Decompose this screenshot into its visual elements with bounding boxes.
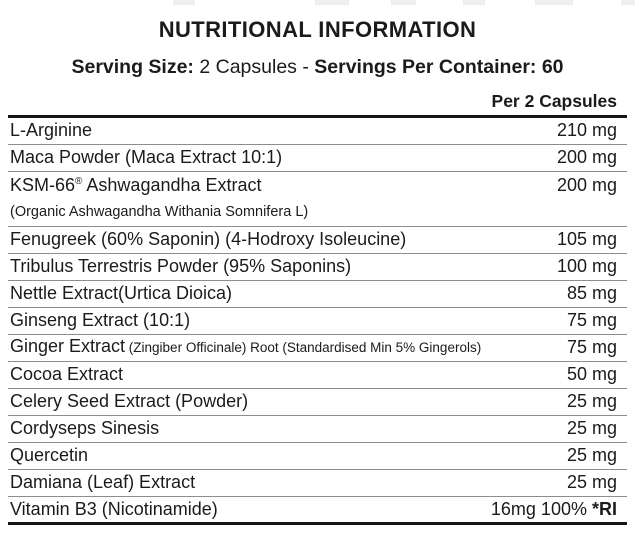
ingredient-amount: 25 mg xyxy=(566,472,617,492)
table-row: Celery Seed Extract (Powder) 25 mg xyxy=(8,389,627,416)
ingredient-name: Ginseng Extract (10:1) xyxy=(10,310,191,330)
top-edge-artifact xyxy=(391,0,416,5)
ingredient-amount: 200 mg xyxy=(556,175,617,195)
ingredient-amount: 16mg 100% *RI xyxy=(483,498,617,521)
ingredient-name-main: KSM-66 xyxy=(10,175,76,195)
table-row: Damiana (Leaf) Extract 25 mg xyxy=(8,470,627,497)
serving-info: Serving Size: 2 Capsules - Servings Per … xyxy=(0,56,635,79)
top-edge-artifact xyxy=(621,0,635,5)
ingredient-amount-value: 16mg 100% xyxy=(490,499,592,519)
registered-trademark-symbol: ® xyxy=(75,176,83,187)
ingredient-name: Cocoa Extract xyxy=(10,364,124,384)
reference-intake-marker: *RI xyxy=(591,499,617,519)
ingredient-name: KSM-66® Ashwagandha Extract xyxy=(10,173,549,198)
table-row: Tribulus Terrestris Powder (95% Saponins… xyxy=(8,254,627,281)
table-row: Ginger Extract (Zingiber Officinale) Roo… xyxy=(8,335,627,362)
top-edge-artifact xyxy=(463,0,485,5)
table-row: Maca Powder (Maca Extract 10:1) 200 mg xyxy=(8,145,627,172)
ingredient-amount: 25 mg xyxy=(566,418,617,438)
ingredient-amount: 105 mg xyxy=(556,229,617,249)
page-title: NUTRITIONAL INFORMATION xyxy=(158,17,477,42)
ingredient-amount: 75 mg xyxy=(566,337,617,357)
ingredient-amount: 210 mg xyxy=(556,120,617,140)
table-row: Vitamin B3 (Nicotinamide) 16mg 100% *RI xyxy=(8,497,627,525)
ingredient-name: Fenugreek (60% Saponin) (4-Hodroxy Isole… xyxy=(10,229,407,249)
ingredient-subtext: (Organic Ashwagandha Withania Somnifera … xyxy=(10,204,309,220)
ingredient-amount: 100 mg xyxy=(556,256,617,276)
ingredient-name: Nettle Extract(Urtica Dioica) xyxy=(10,283,233,303)
table-row: Quercetin 25 mg xyxy=(8,443,627,470)
ingredient-name: Vitamin B3 (Nicotinamide) xyxy=(10,499,218,519)
table-row: L-Arginine 210 mg xyxy=(8,118,627,145)
top-edge-artifact xyxy=(173,0,195,5)
ingredient-name: Tribulus Terrestris Powder (95% Saponins… xyxy=(10,256,352,276)
ingredient-name-continued: Ashwagandha Extract xyxy=(82,175,262,195)
serving-size-label: Serving Size: xyxy=(71,56,194,78)
table-row: Nettle Extract(Urtica Dioica) 85 mg xyxy=(8,281,627,308)
table-row: Cocoa Extract 50 mg xyxy=(8,362,627,389)
ingredient-name-detail: (Zingiber Officinale) Root (Standardised… xyxy=(125,340,482,355)
ingredient-name: Cordyseps Sinesis xyxy=(10,418,160,438)
ingredient-amount: 85 mg xyxy=(566,283,617,303)
ingredient-amount: 200 mg xyxy=(556,147,617,167)
servings-per-container-value: 60 xyxy=(541,56,564,78)
table-row: Fenugreek (60% Saponin) (4-Hodroxy Isole… xyxy=(8,227,627,254)
ingredient-name: Maca Powder (Maca Extract 10:1) xyxy=(10,147,283,167)
nutrition-table: Per 2 Capsules L-Arginine 210 mg Maca Po… xyxy=(8,89,627,525)
ingredient-name: Damiana (Leaf) Extract xyxy=(10,472,196,492)
top-edge-artifact xyxy=(315,0,349,5)
table-subrow: (Organic Ashwagandha Withania Somnifera … xyxy=(8,199,627,227)
amount-column-header: Per 2 Capsules xyxy=(8,89,627,118)
ingredient-amount: 75 mg xyxy=(566,310,617,330)
ingredient-name: L-Arginine xyxy=(10,120,93,140)
table-row: Cordyseps Sinesis 25 mg xyxy=(8,416,627,443)
table-row: KSM-66® Ashwagandha Extract 200 mg xyxy=(8,172,627,199)
serving-size-value: 2 Capsules - xyxy=(193,56,315,78)
ingredient-amount: 25 mg xyxy=(566,445,617,465)
servings-per-container-label: Servings Per Container: xyxy=(314,56,542,78)
top-edge-artifact xyxy=(535,0,573,5)
ingredient-name: Celery Seed Extract (Powder) xyxy=(10,391,249,411)
ingredient-name: Ginger Extract (Zingiber Officinale) Roo… xyxy=(10,334,559,360)
ingredient-amount: 25 mg xyxy=(566,391,617,411)
ingredient-name: Quercetin xyxy=(10,445,89,465)
ingredient-name-main: Ginger Extract xyxy=(10,336,126,356)
ingredient-amount: 50 mg xyxy=(566,364,617,384)
table-row: Ginseng Extract (10:1) 75 mg xyxy=(8,308,627,335)
